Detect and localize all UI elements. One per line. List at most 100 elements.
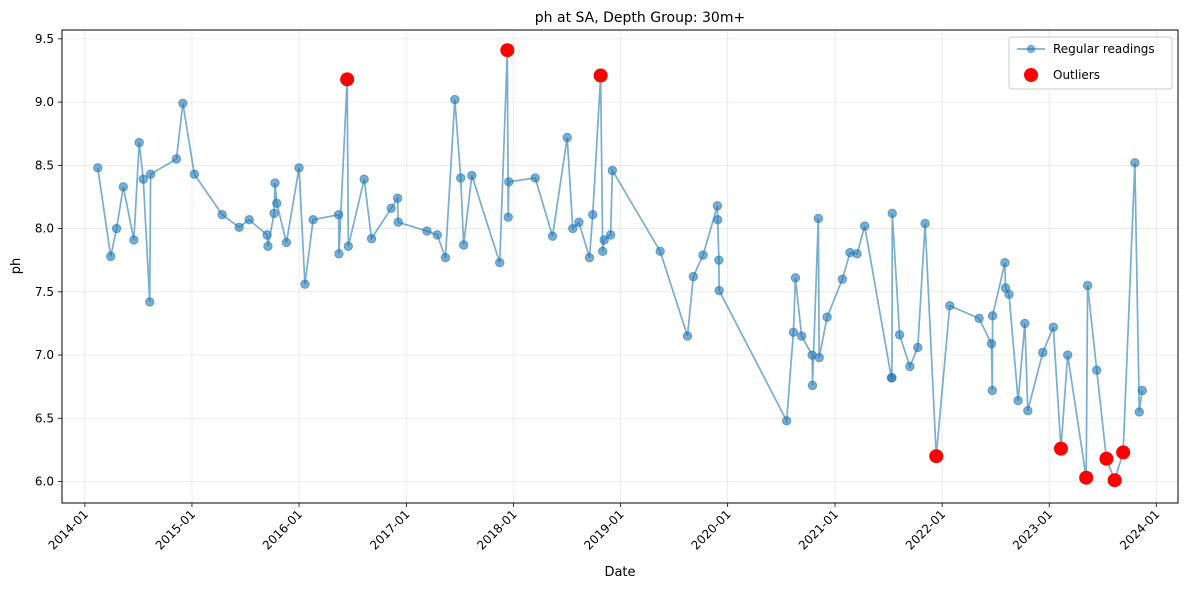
outlier-point xyxy=(593,68,608,83)
chart-title: ph at SA, Depth Group: 30m+ xyxy=(535,10,745,26)
series-layer xyxy=(93,43,1147,488)
regular-reading-point xyxy=(392,193,403,203)
outlier-point xyxy=(1079,470,1094,485)
regular-reading-point xyxy=(343,241,354,251)
regular-reading-point xyxy=(333,209,344,220)
regular-reading-point xyxy=(905,361,915,372)
regular-reading-point xyxy=(334,249,344,259)
regular-reading-point xyxy=(574,217,584,227)
regular-reading-point xyxy=(945,301,955,311)
outlier-point xyxy=(340,72,355,87)
regular-reading-point xyxy=(244,215,254,225)
legend: Regular readings Outliers xyxy=(1008,36,1173,90)
regular-reading-point xyxy=(813,213,824,224)
regular-reading-point xyxy=(887,208,897,219)
regular-reading-point xyxy=(178,98,188,109)
regular-reading-point xyxy=(562,132,572,143)
legend-marker-swatch xyxy=(1026,44,1036,54)
regular-reading-point xyxy=(987,385,997,396)
y-tick-label: 6.0 xyxy=(35,475,54,489)
regular-reading-point xyxy=(263,241,273,251)
regular-reading-point xyxy=(138,174,148,184)
regular-reading-point xyxy=(308,215,318,225)
regular-reading-point xyxy=(458,240,469,250)
regular-reading-point xyxy=(859,221,870,231)
regular-reading-point xyxy=(294,163,304,173)
regular-reading-point xyxy=(584,252,595,263)
regular-reading-point xyxy=(1062,350,1073,360)
regular-reading-point xyxy=(920,218,930,229)
outlier-point xyxy=(1099,451,1114,466)
regular-reading-point xyxy=(269,208,279,219)
regular-reading-point xyxy=(1004,289,1014,300)
plot-frame xyxy=(61,29,1179,504)
regular-reading-point xyxy=(432,230,442,240)
regular-reading-point xyxy=(1082,280,1093,291)
regular-reading-point xyxy=(171,154,182,164)
regular-reading-point xyxy=(1000,258,1010,268)
regular-reading-point xyxy=(93,163,103,173)
grid xyxy=(62,30,1178,503)
y-tick-label: 7.0 xyxy=(35,348,54,362)
regular-reading-point xyxy=(597,246,608,257)
regular-reading-point xyxy=(1038,347,1048,358)
regular-reading-point xyxy=(129,235,139,245)
y-tick-label: 9.5 xyxy=(35,32,54,46)
regular-reading-point xyxy=(1048,322,1059,332)
regular-reading-point xyxy=(422,226,432,236)
outlier-point xyxy=(1116,445,1131,460)
legend-label-regular: Regular readings xyxy=(1053,42,1155,56)
regular-reading-point xyxy=(852,249,862,259)
legend-outlier-swatch xyxy=(1024,68,1038,82)
regular-reading-point xyxy=(781,416,792,426)
regular-reading-point xyxy=(134,137,144,148)
y-axis-label: ph xyxy=(9,258,24,275)
regular-reading-point xyxy=(599,235,609,245)
regular-reading-point xyxy=(698,250,708,260)
regular-reading-point xyxy=(359,174,369,184)
regular-reading-point xyxy=(894,330,905,340)
regular-reading-point xyxy=(1134,407,1144,417)
regular-reading-point xyxy=(272,198,282,208)
regular-reading-point xyxy=(386,203,396,214)
regular-reading-point xyxy=(986,338,997,349)
regular-reading-point xyxy=(503,212,513,222)
regular-reading-point xyxy=(837,274,848,284)
regular-reading-point xyxy=(189,169,200,179)
regular-reading-point xyxy=(712,215,723,225)
y-tick-label: 8.0 xyxy=(35,222,54,236)
outlier-point xyxy=(1107,473,1122,488)
legend-label-outliers: Outliers xyxy=(1053,68,1100,82)
regular-reading-point xyxy=(1137,385,1147,396)
regular-reading-point xyxy=(106,251,116,262)
regular-reading-point xyxy=(607,165,618,176)
outlier-point xyxy=(500,43,515,58)
y-tick-label: 7.5 xyxy=(35,285,54,299)
regular-reading-point xyxy=(796,331,807,341)
regular-reading-point xyxy=(467,170,477,181)
regular-reading-point xyxy=(790,273,801,283)
regular-reading-point xyxy=(1092,365,1102,375)
y-tick-label: 9.0 xyxy=(35,95,54,109)
outlier-point xyxy=(929,449,944,464)
regular-reading-point xyxy=(145,169,156,179)
regular-reading-point xyxy=(682,331,693,341)
regular-reading-point xyxy=(111,223,122,234)
regular-reading-point xyxy=(1023,405,1033,416)
regular-reading-point xyxy=(887,373,897,383)
regular-reading-point xyxy=(262,230,272,240)
regular-reading-point xyxy=(714,285,724,296)
regular-reading-point xyxy=(712,201,723,211)
regular-reading-point xyxy=(393,217,403,227)
regular-reading-point xyxy=(987,311,998,321)
regular-reading-point xyxy=(504,177,514,187)
regular-reading-point xyxy=(234,222,244,232)
regular-reading-point xyxy=(366,233,377,244)
outlier-point xyxy=(1053,441,1068,456)
regular-reading-point xyxy=(1130,158,1140,168)
regular-reading-point xyxy=(217,209,227,220)
regular-reading-point xyxy=(118,182,129,192)
regular-reading-point xyxy=(913,342,923,353)
regular-reading-point xyxy=(440,252,451,263)
regular-reading-point xyxy=(547,231,558,241)
